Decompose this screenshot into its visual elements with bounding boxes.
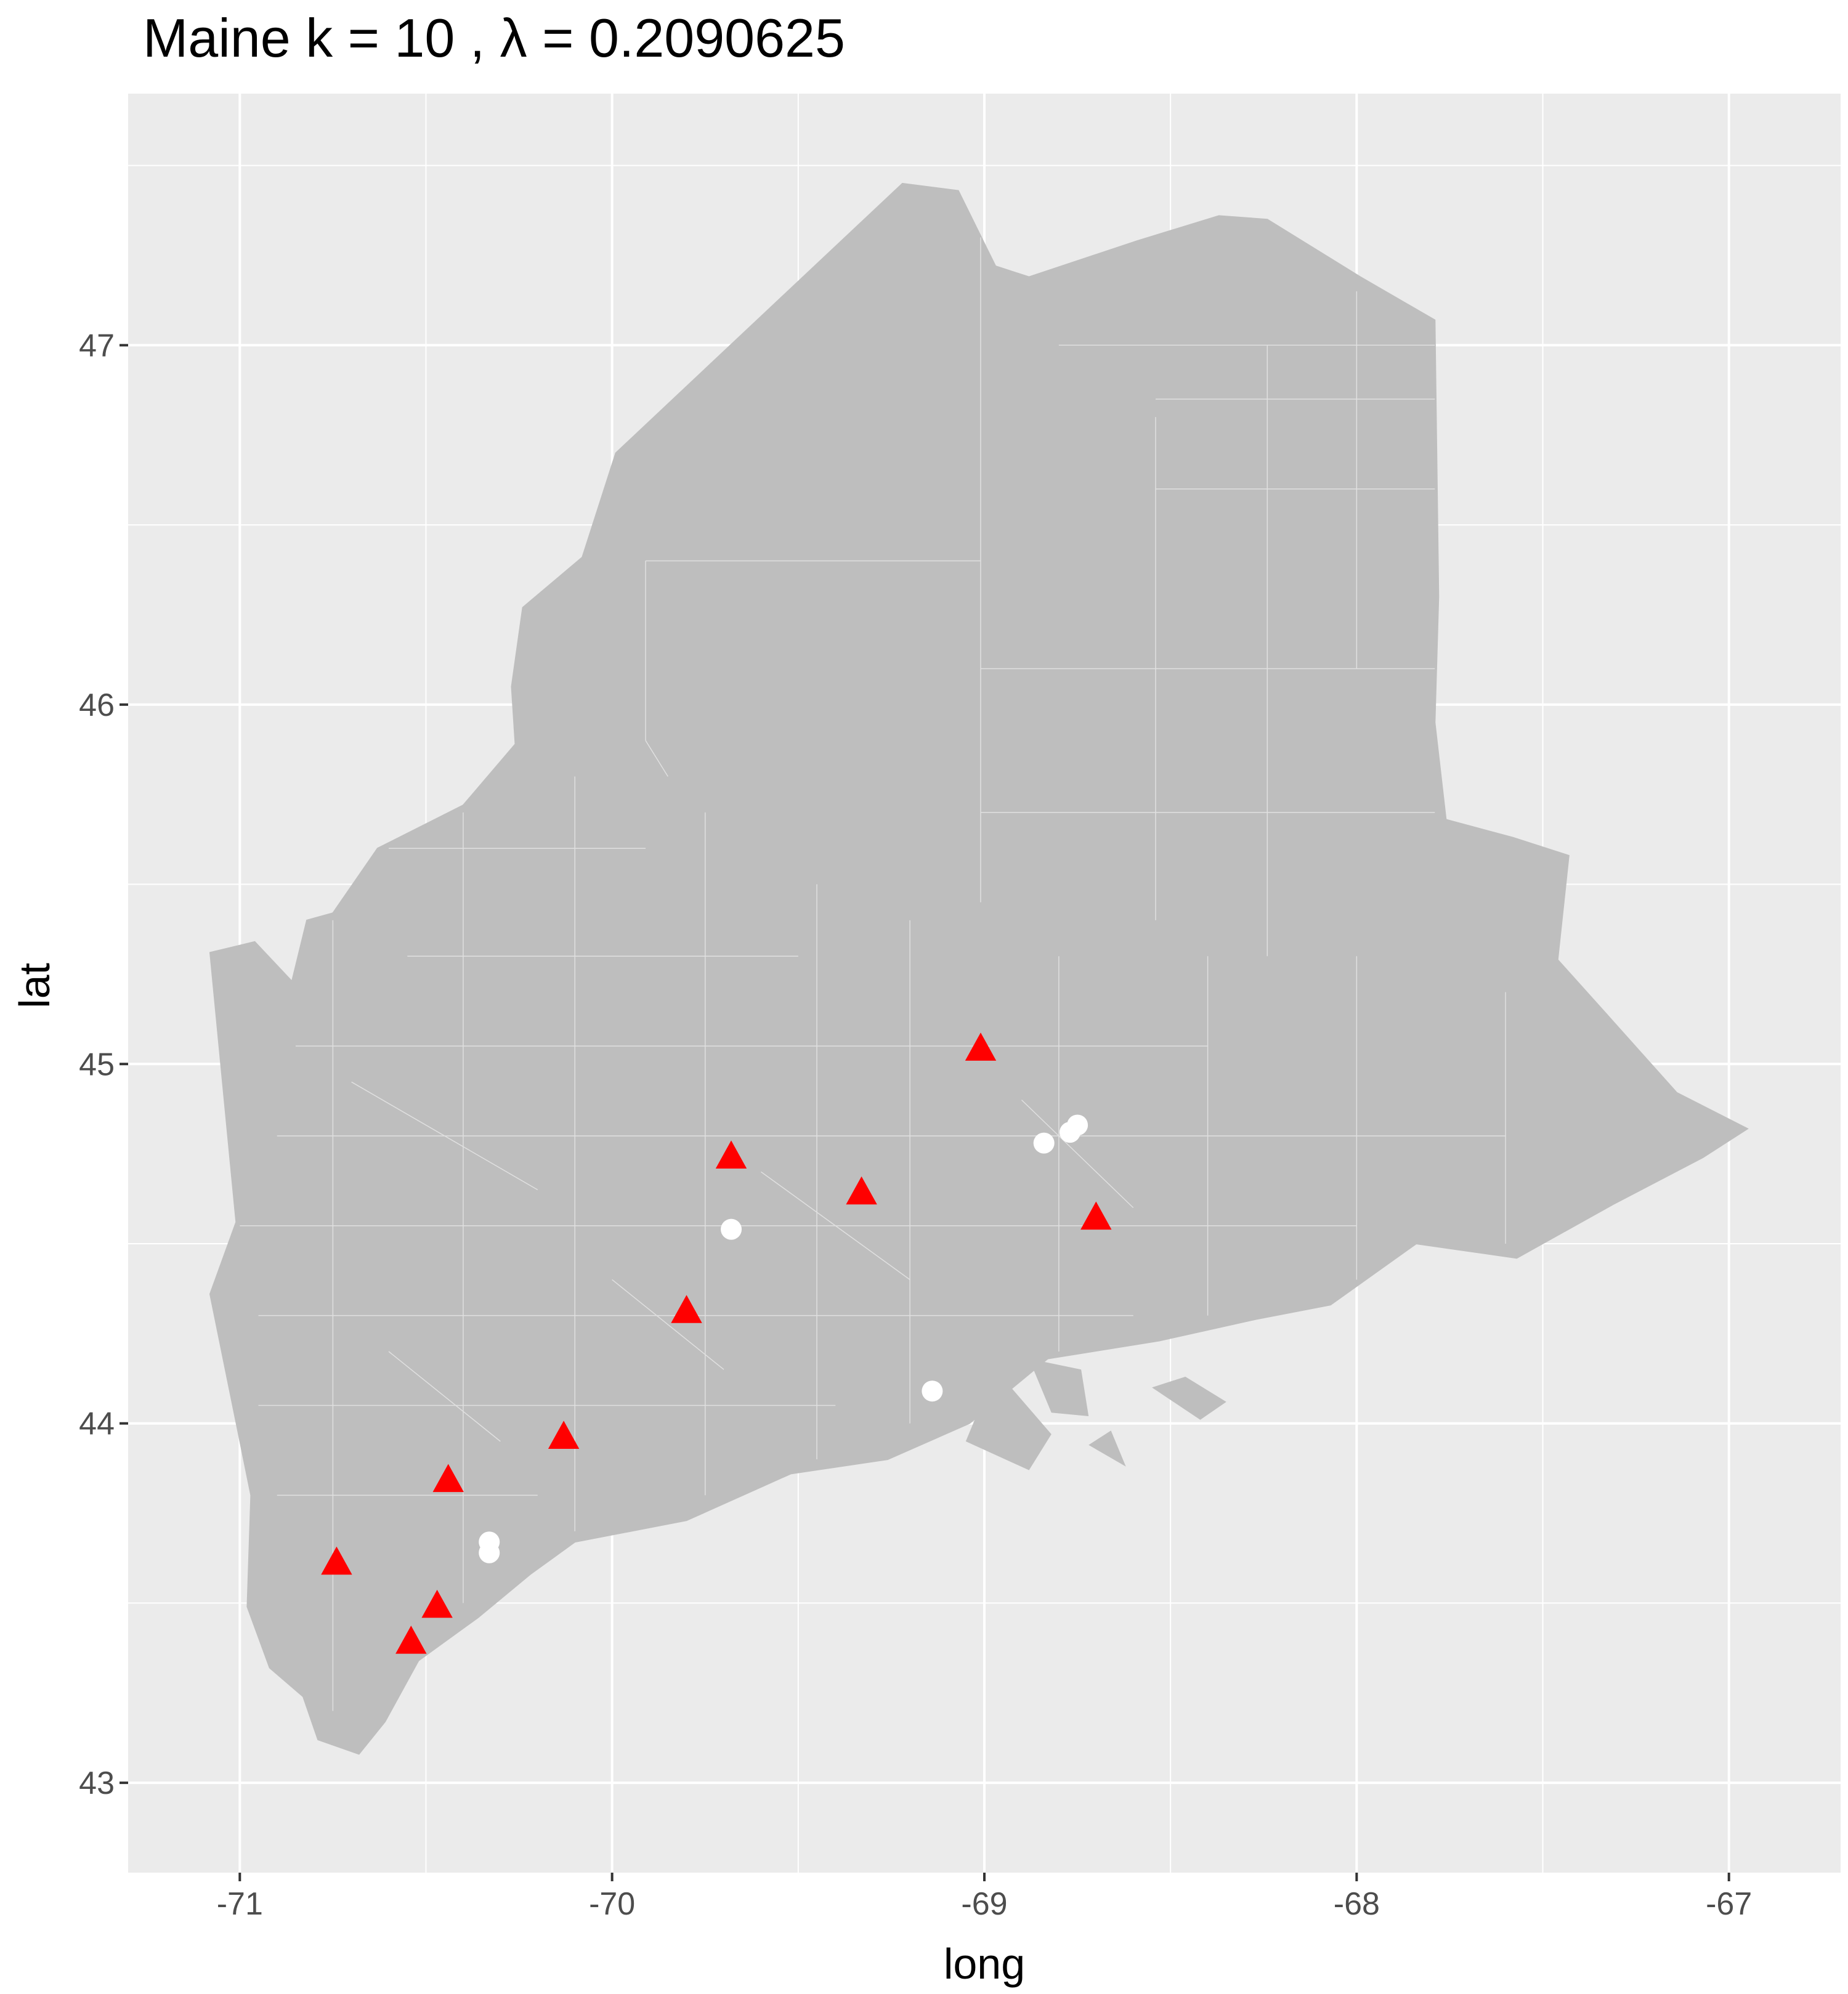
- x-tick-label: -70: [589, 1886, 635, 1922]
- island: [965, 1369, 1052, 1470]
- x-tick-label: -69: [961, 1886, 1007, 1922]
- island: [1152, 1376, 1226, 1420]
- triangle-marker: [321, 1546, 352, 1575]
- town-boundary: [351, 1081, 538, 1191]
- triangle-marker: [671, 1295, 702, 1323]
- town-boundary: [388, 1351, 501, 1442]
- island: [1029, 1358, 1089, 1416]
- y-axis: 43 44 45 46 47: [79, 328, 128, 1801]
- triangle-marker: [1080, 1201, 1112, 1230]
- triangle-marker: [715, 1140, 747, 1169]
- markers: [321, 1032, 1112, 1654]
- triangle-marker: [395, 1626, 427, 1654]
- chart-title: Maine k = 10 , λ = 0.2090625: [143, 7, 845, 68]
- town-boundary: [645, 740, 668, 777]
- town-boundary: [760, 1171, 910, 1280]
- triangle-marker: [432, 1464, 464, 1493]
- y-tick-label: 47: [79, 328, 115, 363]
- circle-marker: [479, 1542, 500, 1563]
- y-tick-label: 46: [79, 687, 115, 723]
- triangle-marker: [548, 1421, 580, 1449]
- triangle-marker: [965, 1032, 997, 1061]
- circle-marker: [922, 1380, 943, 1402]
- circle-marker: [1033, 1132, 1055, 1154]
- y-axis-title: lat: [10, 963, 59, 1008]
- town-boundary: [612, 1279, 724, 1370]
- triangle-marker: [846, 1176, 877, 1205]
- town-boundaries: [240, 237, 1506, 1711]
- y-tick-label: 45: [79, 1047, 115, 1082]
- x-tick-label: -68: [1334, 1886, 1380, 1922]
- triangle-marker: [421, 1589, 453, 1618]
- circle-marker: [1060, 1122, 1080, 1143]
- x-tick-label: -71: [217, 1886, 263, 1922]
- town-boundary: [1021, 1100, 1134, 1209]
- island: [1088, 1430, 1126, 1467]
- y-tick-label: 44: [79, 1406, 115, 1442]
- circle-marker: [721, 1218, 742, 1240]
- x-tick-label: -67: [1706, 1886, 1752, 1922]
- boundary-lines: [240, 237, 1506, 1711]
- x-axis-title: long: [944, 1940, 1025, 1988]
- x-axis: -71 -70 -69 -68 -67: [217, 1873, 1752, 1922]
- maine-outline: [209, 182, 1749, 1755]
- y-tick-label: 43: [79, 1765, 115, 1801]
- maine-land-layer: [209, 182, 1749, 1755]
